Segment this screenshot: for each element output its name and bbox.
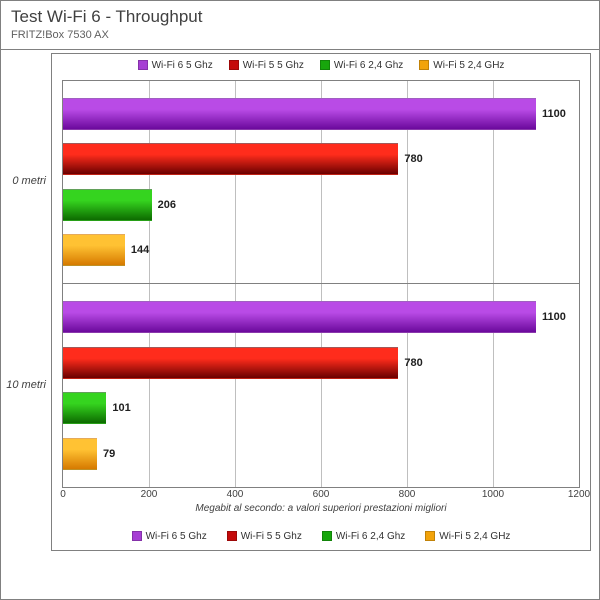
legend-item: Wi-Fi 6 5 Ghz [138, 60, 213, 71]
bar-value-label: 206 [158, 199, 176, 211]
bar [63, 189, 152, 221]
legend-swatch [229, 60, 239, 70]
legend-top: Wi-Fi 6 5 Ghz Wi-Fi 5 5 Ghz Wi-Fi 6 2,4 Gh… [52, 60, 590, 71]
x-tick-label: 800 [399, 489, 416, 500]
bar [63, 347, 398, 379]
bar-value-label: 780 [404, 153, 422, 165]
x-tick-label: 400 [227, 489, 244, 500]
x-tick-label: 1200 [568, 489, 590, 500]
bar-row: 144 [63, 234, 579, 266]
legend-bottom: Wi-Fi 6 5 Ghz Wi-Fi 5 5 Ghz Wi-Fi 6 2,4 Gh… [52, 531, 590, 542]
x-tick-label: 0 [60, 489, 66, 500]
bar [63, 234, 125, 266]
bar-value-label: 101 [112, 402, 130, 414]
bar-row: 79 [63, 438, 579, 470]
legend-item: Wi-Fi 6 2,4 Ghz [322, 531, 405, 542]
chart-header: Test Wi-Fi 6 - Throughput FRITZ!Box 7530… [1, 1, 599, 50]
legend-swatch [322, 531, 332, 541]
legend-item: Wi-Fi 5 5 Ghz [227, 531, 302, 542]
bars: 1100 780 206 144 [63, 91, 579, 273]
x-tick-label: 1000 [482, 489, 504, 500]
legend-label: Wi-Fi 5 5 Ghz [241, 531, 302, 542]
bar-row: 1100 [63, 98, 579, 130]
category-label: 0 metri [12, 175, 46, 187]
legend-item: Wi-Fi 6 5 Ghz [132, 531, 207, 542]
chart-area: Wi-Fi 6 5 Ghz Wi-Fi 5 5 Ghz Wi-Fi 6 2,4 Gh… [51, 53, 591, 551]
bars: 1100 780 101 79 [63, 294, 579, 477]
legend-swatch [138, 60, 148, 70]
chart-subtitle: FRITZ!Box 7530 AX [11, 29, 589, 41]
legend-item: Wi-Fi 5 2,4 GHz [419, 60, 504, 71]
legend-swatch [227, 531, 237, 541]
bar-value-label: 79 [103, 448, 115, 460]
bar-row: 1100 [63, 301, 579, 333]
x-axis-title: Megabit al secondo: a valori superiori p… [63, 503, 579, 514]
x-tick-label: 200 [141, 489, 158, 500]
legend-label: Wi-Fi 6 2,4 Ghz [336, 531, 405, 542]
bar-row: 780 [63, 347, 579, 379]
legend-item: Wi-Fi 6 2,4 Ghz [320, 60, 403, 71]
legend-item: Wi-Fi 5 2,4 GHz [425, 531, 510, 542]
bar [63, 143, 398, 175]
bar [63, 301, 536, 333]
legend-swatch [419, 60, 429, 70]
legend-swatch [320, 60, 330, 70]
bar-group: 1100 780 206 144 [63, 81, 579, 284]
x-ticks: 020040060080010001200 [63, 487, 579, 501]
bar-row: 206 [63, 189, 579, 221]
legend-label: Wi-Fi 6 5 Ghz [152, 60, 213, 71]
category-label: 10 metri [6, 379, 46, 391]
legend-label: Wi-Fi 5 2,4 GHz [433, 60, 504, 71]
legend-label: Wi-Fi 5 2,4 GHz [439, 531, 510, 542]
legend-label: Wi-Fi 6 2,4 Ghz [334, 60, 403, 71]
bar-value-label: 780 [404, 357, 422, 369]
legend-swatch [425, 531, 435, 541]
chart-frame: Test Wi-Fi 6 - Throughput FRITZ!Box 7530… [0, 0, 600, 600]
bar-group: 1100 780 101 79 [63, 284, 579, 487]
bar-row: 780 [63, 143, 579, 175]
bar-value-label: 1100 [542, 311, 566, 323]
bar-value-label: 1100 [542, 108, 566, 120]
bar-row: 101 [63, 392, 579, 424]
x-tick-label: 600 [313, 489, 330, 500]
bar [63, 438, 97, 470]
plot-area: 1100780206144110078010179 02004006008001… [62, 80, 580, 488]
bar [63, 392, 106, 424]
bar-value-label: 144 [131, 244, 149, 256]
legend-label: Wi-Fi 6 5 Ghz [146, 531, 207, 542]
legend-item: Wi-Fi 5 5 Ghz [229, 60, 304, 71]
legend-swatch [132, 531, 142, 541]
chart-title: Test Wi-Fi 6 - Throughput [11, 7, 589, 27]
bar [63, 98, 536, 130]
legend-label: Wi-Fi 5 5 Ghz [243, 60, 304, 71]
